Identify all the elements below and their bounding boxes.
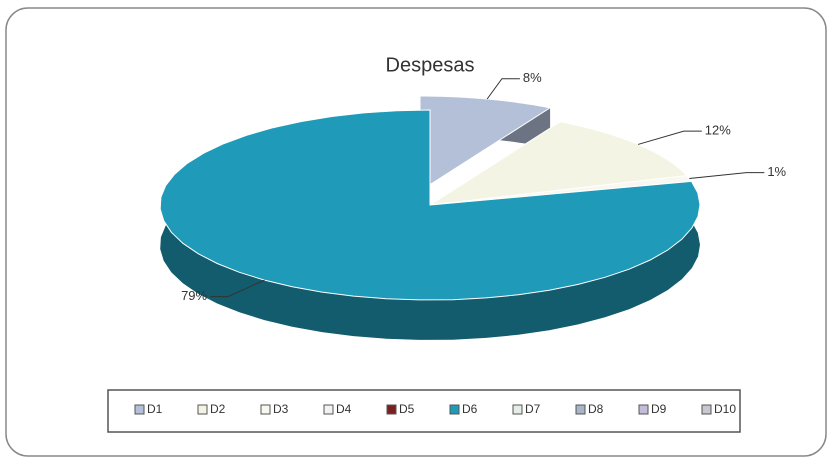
leader-line [486,78,520,100]
legend-swatch [197,404,208,415]
legend-swatch [701,404,712,415]
legend-swatch [386,404,397,415]
legend-label: D3 [273,402,289,416]
legend-swatch [260,404,271,415]
pie-slice [419,95,552,192]
data-label: 79% [181,288,207,303]
legend-label: D4 [336,402,352,416]
legend-swatch [575,404,586,415]
legend-label: D8 [588,402,604,416]
legend-label: D9 [651,402,667,416]
legend-swatch [323,404,334,415]
legend-label: D10 [714,402,736,416]
leader-line [637,130,702,145]
leader-line [210,279,265,298]
chart-title: Despesas [386,54,475,76]
data-label: 12% [705,123,731,138]
legend-label: D5 [399,402,415,416]
data-label: 8% [523,70,542,85]
legend-swatch [512,404,523,415]
legend-box [107,389,741,433]
legend-label: D2 [210,402,226,416]
legend-label: D7 [525,402,541,416]
pie-slice [429,121,688,206]
legend-swatch [638,404,649,415]
legend-label: D1 [147,402,163,416]
data-label: 1% [767,164,786,179]
legend-swatch [449,404,460,415]
legend-swatch [134,404,145,415]
legend-label: D6 [462,402,478,416]
leader-line [689,172,765,179]
